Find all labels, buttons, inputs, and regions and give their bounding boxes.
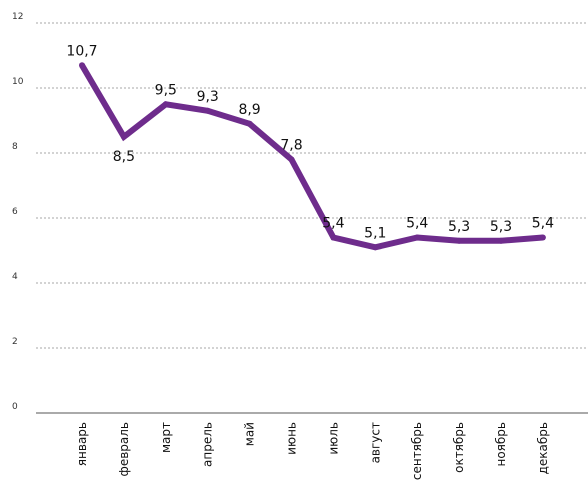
data-label: 9,5: [155, 82, 177, 98]
y-tick-label: 0: [12, 402, 18, 412]
x-tick-label: июнь: [285, 422, 299, 455]
data-point: [414, 234, 421, 241]
y-tick-label: 12: [12, 12, 23, 22]
data-point: [246, 120, 253, 127]
data-labels: 10,7 8,5 9,5 9,3 8,9 7,8 5,4 5,1 5,4 5,3 5,3 5,4: [66, 43, 554, 241]
data-point: [162, 101, 169, 108]
series-layer: [79, 62, 546, 251]
data-point: [372, 244, 379, 251]
x-tick-label: сентябрь: [410, 422, 424, 480]
series-line: [79, 63, 544, 251]
y-tick-label: 4: [12, 272, 18, 282]
data-label: 9,3: [197, 89, 219, 105]
data-point: [204, 107, 211, 114]
y-tick-label: 2: [12, 337, 18, 347]
data-point: [330, 234, 337, 241]
x-tick-label: апрель: [201, 422, 215, 467]
data-label: 5,4: [532, 216, 554, 232]
data-point: [120, 133, 127, 140]
data-point: [539, 234, 546, 241]
data-label: 10,7: [66, 43, 97, 59]
x-tick-label: декабрь: [536, 422, 550, 474]
data-point: [456, 237, 463, 244]
x-tick-label: июль: [326, 422, 340, 455]
data-label: 5,1: [364, 225, 386, 241]
x-tick-label: май: [243, 422, 257, 446]
data-label: 7,8: [280, 138, 302, 154]
x-tick-label: август: [368, 422, 382, 463]
data-label: 5,4: [322, 216, 344, 232]
data-label: 5,3: [448, 219, 470, 235]
y-tick-label: 8: [12, 142, 18, 152]
y-tick-label: 6: [12, 207, 18, 217]
data-point: [79, 62, 85, 69]
x-tick-label: январь: [75, 422, 89, 466]
data-point: [498, 237, 504, 244]
y-tick-label: 10: [12, 77, 24, 87]
x-tick-label: ноябрь: [494, 422, 508, 467]
data-label: 8,9: [238, 102, 260, 118]
data-label: 8,5: [113, 149, 135, 165]
y-axis-tick-labels: 0 2 4 6 8 10 12: [12, 12, 24, 412]
x-axis-tick-labels: январь февраль март апрель май июнь июль август…: [75, 422, 550, 480]
x-tick-label: октябрь: [452, 422, 466, 473]
data-label: 5,4: [406, 216, 428, 232]
grid-lines: [36, 22, 588, 414]
data-label: 5,3: [490, 219, 512, 235]
x-tick-label: февраль: [117, 422, 131, 476]
data-point: [288, 156, 295, 163]
x-tick-label: март: [159, 422, 173, 453]
